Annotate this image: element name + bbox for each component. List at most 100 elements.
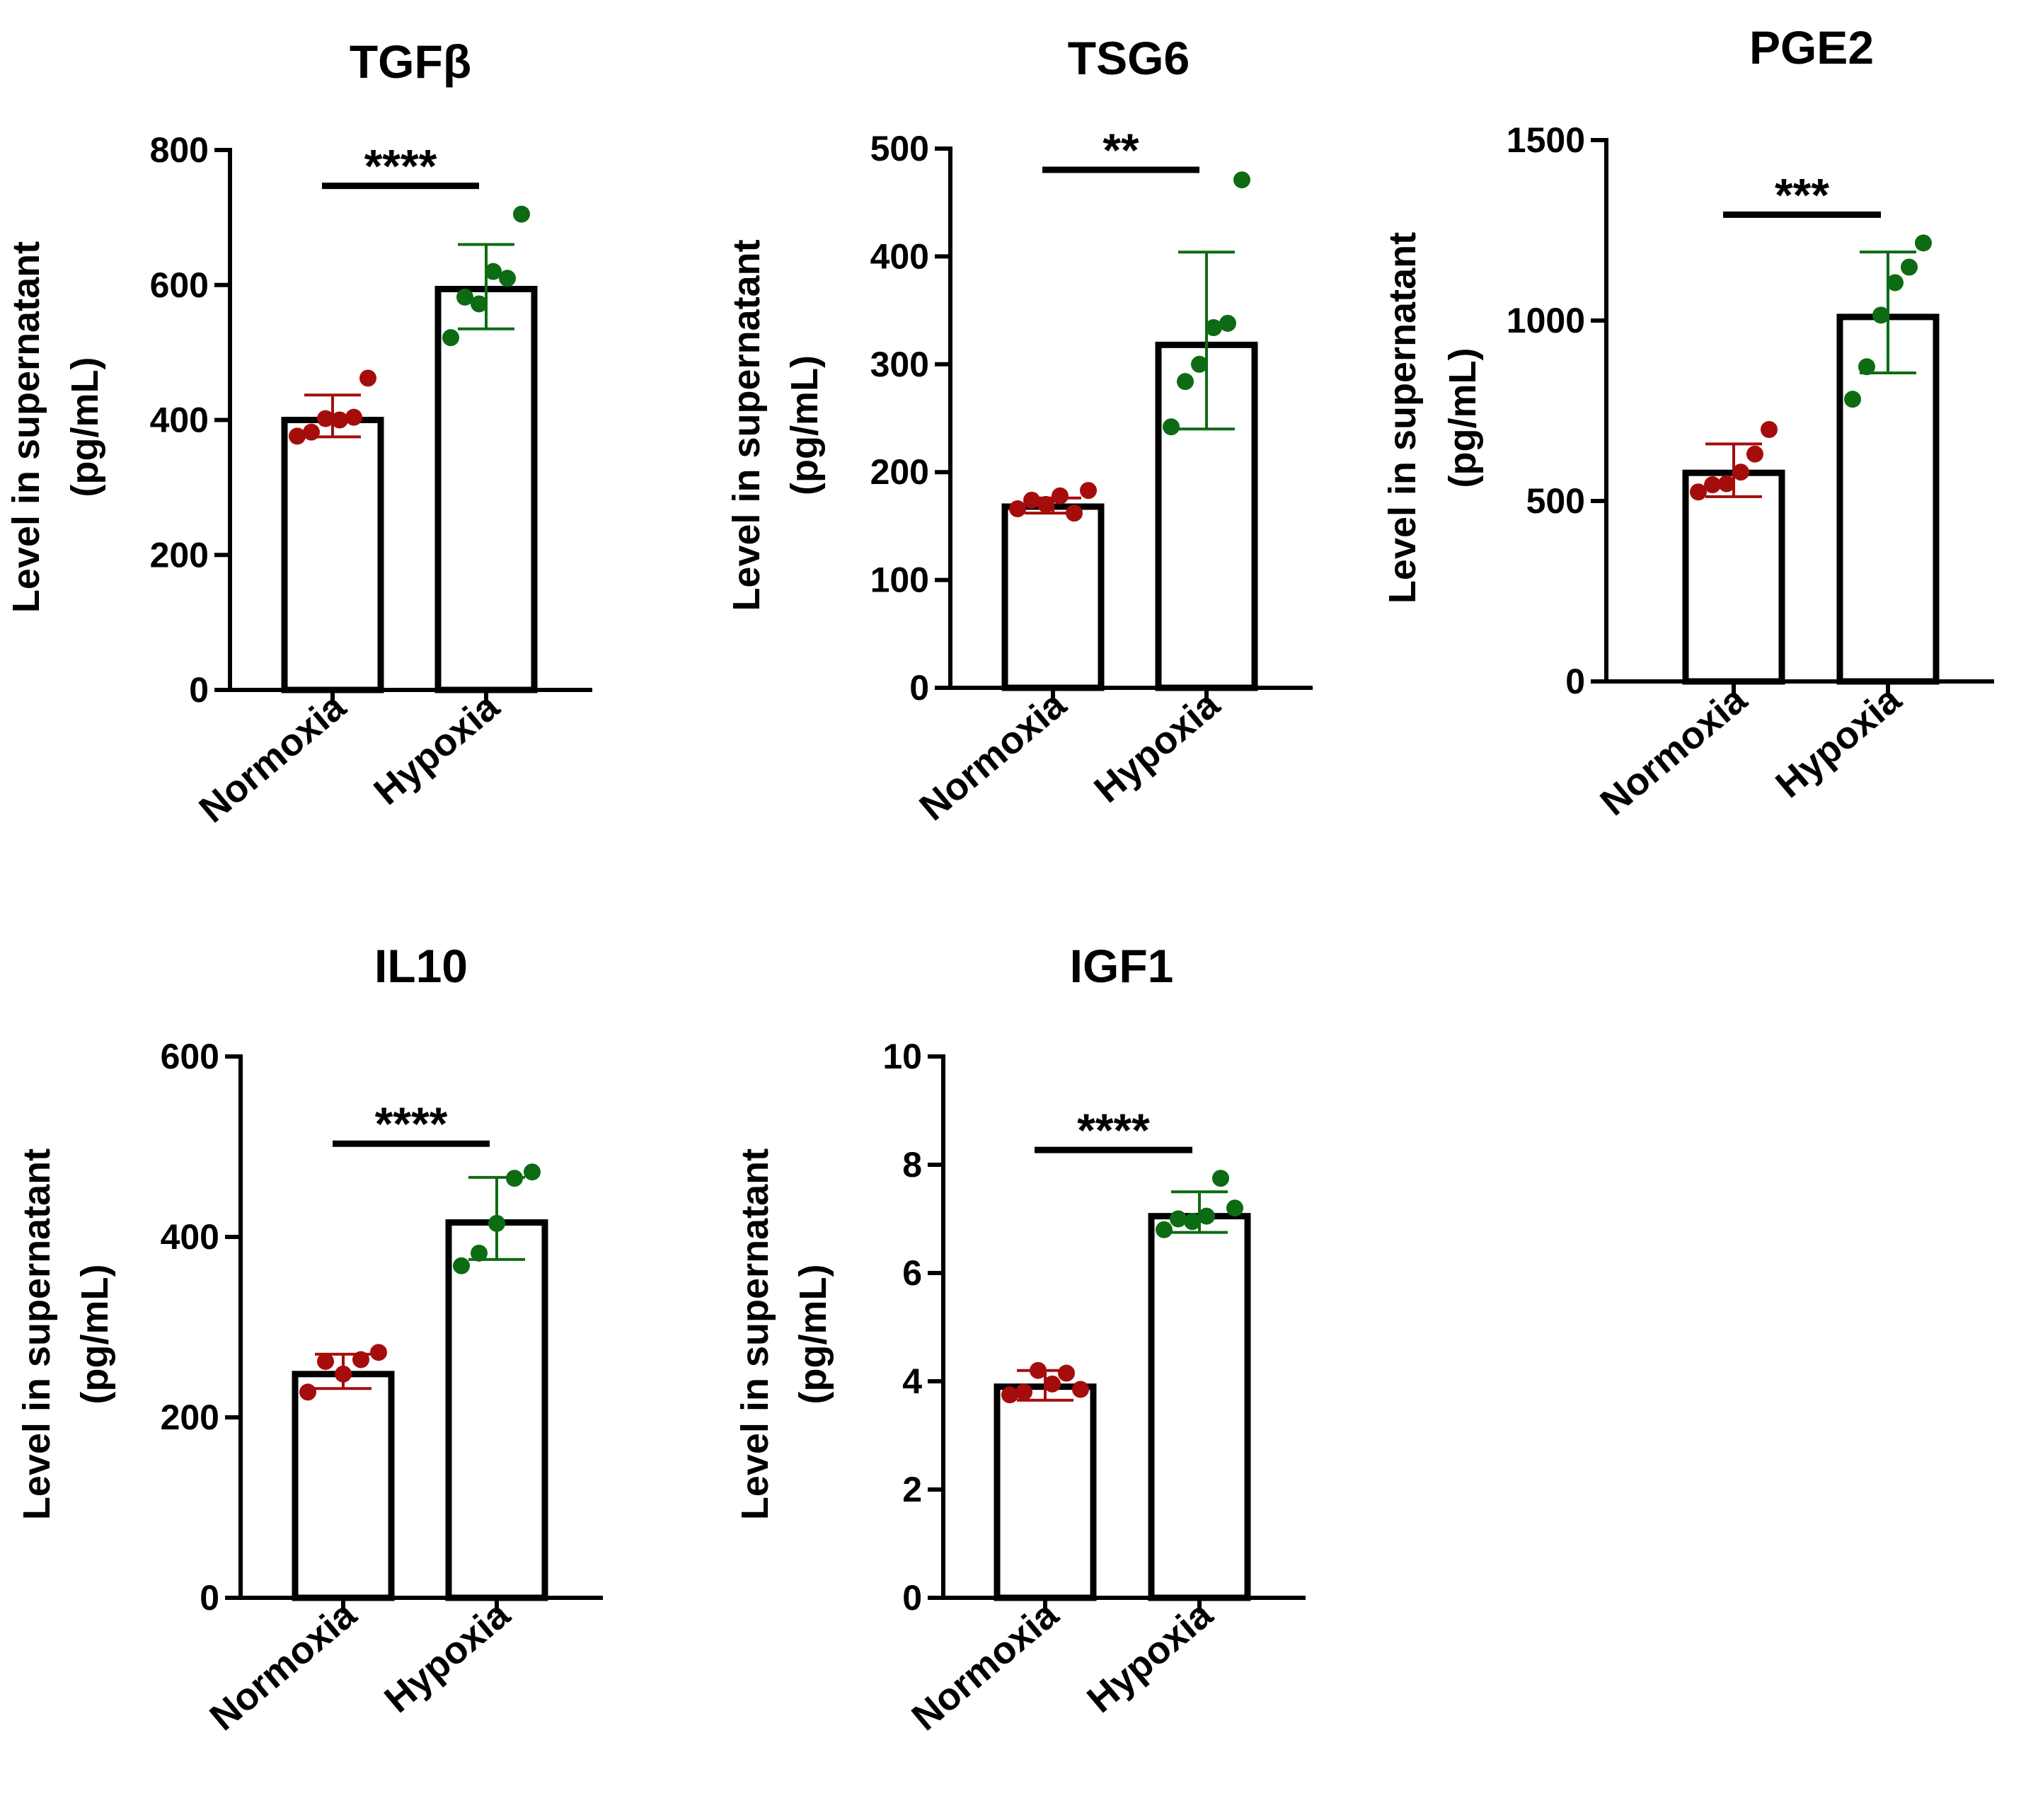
data-point-normoxia [1066,505,1083,522]
data-point-hypoxia [1191,355,1208,373]
bar-normoxia [281,417,384,693]
data-point-hypoxia [1156,1221,1173,1238]
x-category-label: Normoxia [202,1593,364,1739]
data-point-normoxia [370,1344,387,1361]
bar-normoxia [1682,469,1785,685]
y-tick-label: 600 [161,1037,219,1076]
data-point-hypoxia [524,1163,541,1181]
data-point-hypoxia [1872,306,1889,324]
y-tick-label: 300 [870,345,929,384]
bar-hypoxia [445,1219,548,1601]
y-tick-label: 1500 [1507,120,1585,160]
y-tick-label: 10 [882,1037,922,1076]
data-point-hypoxia [1163,418,1180,436]
bar-normoxia [994,1383,1097,1601]
bar-normoxia [292,1371,395,1601]
data-point-normoxia [331,411,348,429]
y-tick-label: 800 [150,130,209,170]
data-point-hypoxia [488,1214,505,1232]
data-point-hypoxia [1184,1213,1201,1231]
y-tick-label: 500 [870,129,929,168]
bar-hypoxia [434,285,538,693]
y-axis-unit-label: (pg/mL) [64,357,106,497]
data-point-normoxia [1001,1386,1018,1404]
significance-label: **** [364,140,437,192]
data-point-normoxia [1044,1375,1061,1393]
data-point-normoxia [1058,1364,1075,1382]
y-tick-label: 1000 [1507,301,1585,340]
data-point-hypoxia [485,263,502,280]
data-point-hypoxia [1205,318,1222,336]
data-point-normoxia [1023,491,1040,509]
y-tick-label: 200 [161,1398,219,1437]
chart-title: PGE2 [1749,21,1874,74]
data-point-normoxia [335,1365,352,1383]
data-point-hypoxia [1198,1207,1215,1225]
data-point-normoxia [1761,421,1778,439]
data-point-hypoxia [506,1170,523,1187]
chart-panel: PGE2 Level in supernatant (pg/mL) 0 500 1000 1… [1381,21,1994,824]
data-point-normoxia [1732,463,1749,481]
y-axis-label: Level in supernatant [725,239,768,611]
data-point-normoxia [352,1351,369,1369]
x-category-label: Hypoxia [366,685,507,814]
data-point-hypoxia [1177,373,1194,391]
bar-hypoxia [1148,1213,1251,1601]
data-point-hypoxia [1226,1199,1243,1217]
y-axis-unit-label: (pg/mL) [1441,348,1484,488]
data-point-normoxia [299,1383,316,1401]
data-point-normoxia [1080,482,1097,500]
data-point-hypoxia [1901,258,1918,276]
y-tick-label: 0 [1565,662,1585,701]
data-point-hypoxia [471,1244,488,1262]
data-point-normoxia [289,427,306,445]
data-point-normoxia [1015,1383,1032,1401]
y-axis-label: Level in supernatant [16,1148,58,1520]
y-tick-label: 4 [902,1361,922,1401]
data-point-normoxia [1052,487,1069,505]
y-tick-label: 0 [902,1578,922,1618]
y-axis-label: Level in supernatant [734,1148,776,1520]
data-point-normoxia [359,369,376,387]
y-tick-label: 100 [870,560,929,600]
data-point-hypoxia [499,270,516,287]
y-axis-label: Level in supernatant [1381,232,1424,604]
y-tick-label: 400 [150,401,209,440]
chart-title: TSG6 [1068,32,1190,84]
y-tick-label: 2 [902,1470,922,1509]
data-point-normoxia [1009,500,1026,518]
data-point-normoxia [317,410,334,427]
data-point-normoxia [317,1352,334,1370]
y-tick-label: 500 [1526,481,1585,521]
significance-label: *** [1775,168,1829,221]
data-point-hypoxia [442,329,459,347]
data-point-normoxia [1072,1381,1089,1398]
data-point-normoxia [1746,445,1763,463]
data-point-hypoxia [471,295,488,313]
y-tick-label: 400 [161,1217,219,1257]
x-category-label: Hypoxia [1768,678,1909,807]
chart-panel: TGFβ Level in supernatant (pg/mL) 0 200 400 60… [5,35,592,831]
chart-title: IL10 [374,940,468,992]
chart-panel: IGF1 Level in supernatant (pg/mL) 0 2 4 6 8 10 No… [734,940,1306,1739]
y-axis-unit-label: (pg/mL) [74,1265,116,1405]
x-category-label: Normoxia [911,683,1074,829]
y-axis-label: Level in supernatant [5,241,47,613]
y-tick-label: 200 [150,535,209,575]
x-category-label: Hypoxia [1086,683,1228,812]
y-tick-label: 0 [909,668,929,708]
data-point-normoxia [1037,495,1054,513]
data-point-hypoxia [456,288,473,306]
x-category-label: Normoxia [191,685,354,831]
data-point-hypoxia [1170,1210,1187,1228]
data-point-normoxia [1030,1361,1047,1379]
y-axis-unit-label: (pg/mL) [792,1265,834,1405]
chart-title: TGFβ [350,35,471,88]
chart-panel: TSG6 Level in supernatant (pg/mL) 0 100 200 30… [725,32,1313,829]
x-category-label: Normoxia [1592,678,1755,824]
chart-title: IGF1 [1070,940,1174,992]
data-point-hypoxia [453,1257,470,1274]
y-tick-label: 6 [902,1253,922,1293]
y-tick-label: 600 [150,265,209,305]
